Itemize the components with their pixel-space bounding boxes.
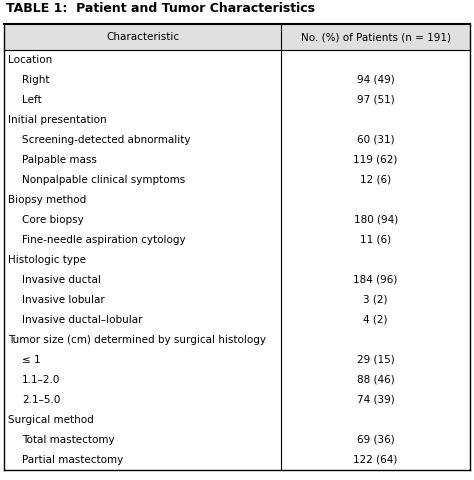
Text: TABLE 1:  Patient and Tumor Characteristics: TABLE 1: Patient and Tumor Characteristi… (6, 2, 315, 15)
Text: 122 (64): 122 (64) (354, 455, 398, 465)
Text: Core biopsy: Core biopsy (22, 215, 84, 225)
Text: 97 (51): 97 (51) (357, 95, 394, 105)
Text: 3 (2): 3 (2) (364, 295, 388, 305)
Text: 88 (46): 88 (46) (357, 375, 394, 385)
Text: Invasive ductal: Invasive ductal (22, 275, 101, 285)
Text: 12 (6): 12 (6) (360, 175, 391, 185)
Text: Palpable mass: Palpable mass (22, 155, 97, 165)
Text: 2.1–5.0: 2.1–5.0 (22, 395, 60, 405)
Text: ≤ 1: ≤ 1 (22, 355, 41, 365)
Text: 119 (62): 119 (62) (354, 155, 398, 165)
Text: 94 (49): 94 (49) (357, 75, 394, 85)
Text: Total mastectomy: Total mastectomy (22, 435, 115, 445)
Text: Location: Location (8, 55, 52, 65)
Text: 184 (96): 184 (96) (354, 275, 398, 285)
Text: Characteristic: Characteristic (106, 32, 179, 42)
Text: Partial mastectomy: Partial mastectomy (22, 455, 123, 465)
Text: 74 (39): 74 (39) (357, 395, 394, 405)
Text: Left: Left (22, 95, 42, 105)
Text: 4 (2): 4 (2) (364, 315, 388, 325)
Text: Right: Right (22, 75, 49, 85)
Text: Nonpalpable clinical symptoms: Nonpalpable clinical symptoms (22, 175, 185, 185)
Text: No. (%) of Patients (n = 191): No. (%) of Patients (n = 191) (301, 32, 451, 42)
Text: Screening-detected abnormality: Screening-detected abnormality (22, 135, 191, 145)
Text: Initial presentation: Initial presentation (8, 115, 107, 125)
Text: Surgical method: Surgical method (8, 415, 94, 425)
Text: 29 (15): 29 (15) (357, 355, 394, 365)
Text: Invasive ductal–lobular: Invasive ductal–lobular (22, 315, 143, 325)
Text: Fine-needle aspiration cytology: Fine-needle aspiration cytology (22, 235, 186, 245)
Text: Tumor size (cm) determined by surgical histology: Tumor size (cm) determined by surgical h… (8, 335, 266, 345)
Text: Biopsy method: Biopsy method (8, 195, 86, 205)
Text: 180 (94): 180 (94) (354, 215, 398, 225)
Text: 1.1–2.0: 1.1–2.0 (22, 375, 60, 385)
Text: 69 (36): 69 (36) (357, 435, 394, 445)
Text: Histologic type: Histologic type (8, 255, 86, 265)
Text: Invasive lobular: Invasive lobular (22, 295, 105, 305)
Bar (4, 24, 470, 50)
Text: 11 (6): 11 (6) (360, 235, 391, 245)
Text: 60 (31): 60 (31) (357, 135, 394, 145)
